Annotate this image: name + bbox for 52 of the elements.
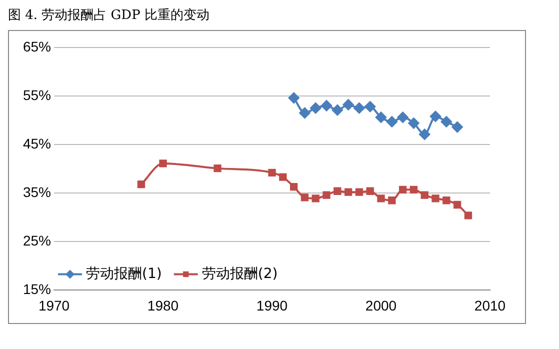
y-tick-label: 35% xyxy=(22,184,52,200)
point xyxy=(159,160,167,168)
x-tick-label: 2010 xyxy=(474,297,506,314)
point xyxy=(366,187,374,195)
x-tick-label: 2000 xyxy=(365,297,397,314)
point xyxy=(290,182,298,191)
point xyxy=(453,200,462,209)
point xyxy=(377,194,385,202)
legend-label: 劳动报酬(2) xyxy=(202,266,278,282)
chart-title: 图 4. 劳动报酬占 GDP 比重的变动 xyxy=(8,7,210,24)
y-tick-label: 65% xyxy=(22,38,52,54)
point xyxy=(354,102,365,114)
point xyxy=(410,186,418,194)
point xyxy=(430,110,442,122)
legend-label: 劳动报酬(1) xyxy=(86,266,162,282)
point xyxy=(310,102,322,114)
y-tick-label: 15% xyxy=(22,281,52,298)
point xyxy=(268,168,276,177)
point xyxy=(420,191,428,199)
y-tick-label: 45% xyxy=(22,135,52,152)
point xyxy=(299,107,310,118)
point xyxy=(452,122,463,133)
point xyxy=(321,100,332,112)
y-tick-label: 55% xyxy=(22,86,52,103)
point xyxy=(398,186,407,194)
point xyxy=(344,188,352,196)
point xyxy=(288,92,300,104)
point xyxy=(397,112,408,123)
point xyxy=(137,180,146,188)
point xyxy=(214,164,222,172)
point xyxy=(442,196,450,204)
point xyxy=(376,112,387,123)
point xyxy=(408,118,420,129)
point xyxy=(312,194,320,202)
point xyxy=(386,116,398,128)
point xyxy=(419,128,430,140)
point xyxy=(388,196,396,204)
point xyxy=(300,194,309,202)
point xyxy=(355,188,364,196)
point xyxy=(342,99,354,110)
point xyxy=(464,212,472,220)
point xyxy=(440,116,452,128)
x-tick-label: 1980 xyxy=(147,297,179,314)
point xyxy=(334,187,342,195)
x-tick-label: 1990 xyxy=(256,297,288,314)
point xyxy=(364,101,376,112)
point xyxy=(332,104,343,116)
point xyxy=(432,194,440,202)
point xyxy=(279,173,287,181)
x-tick-label: 1970 xyxy=(38,297,70,314)
point xyxy=(322,191,330,199)
y-tick-label: 25% xyxy=(22,232,52,248)
